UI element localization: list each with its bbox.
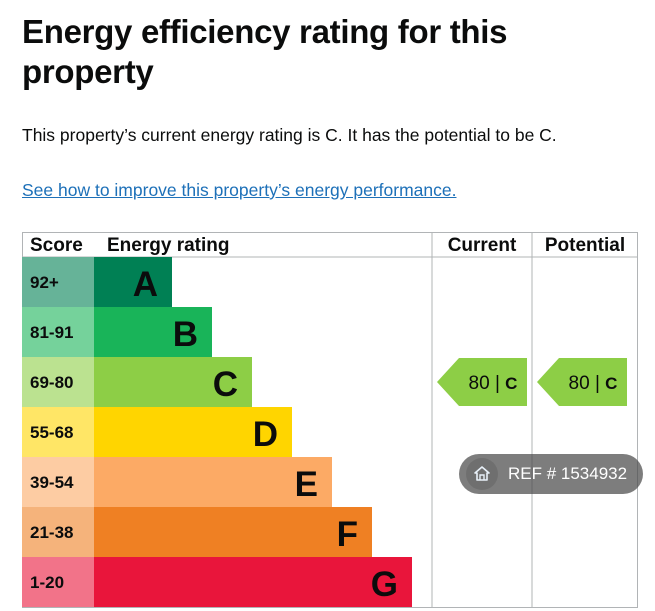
- rating-letter-a: A: [133, 265, 158, 304]
- rating-summary: This property’s current energy rating is…: [22, 125, 557, 145]
- rating-bar-f: [94, 507, 372, 557]
- score-cell-f: [22, 507, 94, 557]
- score-label-e: 39-54: [30, 473, 74, 492]
- reference-number: REF # 1534932: [508, 464, 628, 483]
- rating-bar-g: [94, 557, 412, 607]
- rating-bar-a: [94, 257, 172, 307]
- rating-bar-b: [94, 307, 212, 357]
- home-icon: [466, 458, 498, 490]
- score-cell-d: [22, 407, 94, 457]
- score-label-d: 55-68: [30, 423, 73, 442]
- rating-bar-d: [94, 407, 292, 457]
- header-potential: Potential: [545, 235, 625, 256]
- score-label-f: 21-38: [30, 523, 73, 542]
- score-label-b: 81-91: [30, 323, 73, 342]
- score-label-a: 92+: [30, 273, 59, 292]
- rating-bar-c: [94, 357, 252, 407]
- rating-letter-e: E: [295, 465, 318, 504]
- score-cell-e: [22, 457, 94, 507]
- score-cell-g: [22, 557, 94, 607]
- improve-energy-link[interactable]: See how to improve this property’s energ…: [22, 180, 457, 200]
- rating-letter-c: C: [213, 365, 238, 404]
- score-cell-b: [22, 307, 94, 357]
- potential-rating-value: 80 | C: [569, 373, 618, 394]
- current-rating-arrow: [437, 358, 527, 406]
- score-cell-a: [22, 257, 94, 307]
- score-label-c: 69-80: [30, 373, 73, 392]
- potential-rating-arrow: [537, 358, 627, 406]
- score-label-g: 1-20: [30, 573, 64, 592]
- energy-rating-chart: Score Energy rating Current Potential 92+ A 81…: [22, 232, 638, 608]
- score-cell-c: [22, 357, 94, 407]
- page-title: Energy efficiency rating for this proper…: [22, 13, 508, 90]
- rating-bar-e: [94, 457, 332, 507]
- rating-letter-f: F: [337, 515, 358, 554]
- header-current: Current: [448, 235, 517, 256]
- reference-watermark: REF # 1534932: [459, 454, 643, 494]
- energy-rating-svg: Score Energy rating Current Potential 92+ A 81…: [22, 232, 638, 608]
- current-rating-value: 80 | C: [469, 373, 518, 394]
- header-energy-rating: Energy rating: [107, 235, 229, 256]
- rating-letter-g: G: [371, 565, 398, 604]
- rating-letter-d: D: [253, 415, 278, 454]
- rating-letter-b: B: [173, 315, 198, 354]
- header-score: Score: [30, 235, 83, 256]
